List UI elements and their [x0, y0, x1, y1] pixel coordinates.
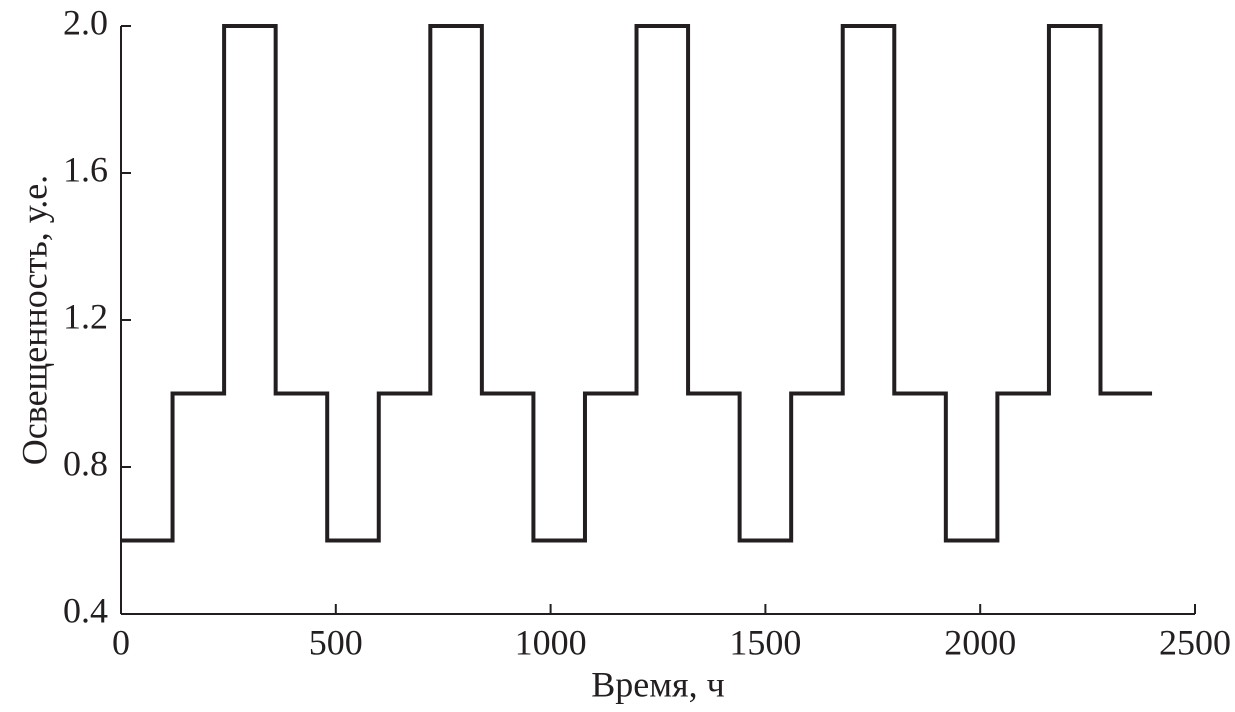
x-tick-label: 0: [112, 622, 130, 662]
data-line: [121, 24, 1153, 543]
y-axis-title: Освещенность, у.е.: [14, 175, 54, 465]
x-tick-label: 1000: [515, 622, 587, 662]
y-tick-label: 0.4: [63, 590, 108, 630]
x-tick-label: 1500: [729, 622, 801, 662]
y-tick-label: 2.0: [63, 2, 108, 42]
y-tick-label: 0.8: [63, 443, 108, 483]
y-tick-label: 1.2: [63, 296, 108, 336]
x-tick-label: 500: [309, 622, 363, 662]
x-axis-title: Время, ч: [591, 664, 724, 704]
x-tick-label: 2500: [1159, 622, 1231, 662]
x-tick-label: 2000: [944, 622, 1016, 662]
y-tick-label: 1.6: [63, 149, 108, 189]
